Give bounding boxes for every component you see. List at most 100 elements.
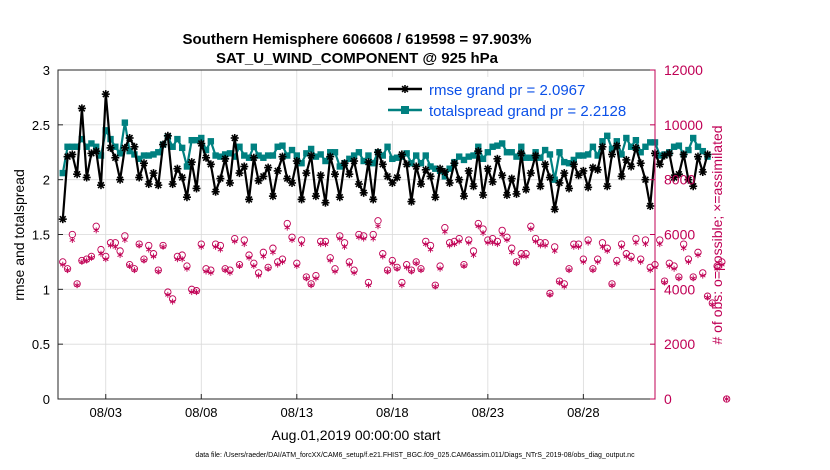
obs-assimilated-marker bbox=[150, 253, 157, 260]
chart-title-line1: Southern Hemisphere 606608 / 619598 = 97… bbox=[183, 31, 532, 48]
rmse-point bbox=[292, 157, 301, 166]
obs-assimilated-marker bbox=[661, 279, 668, 286]
obs-assimilated-stroke bbox=[88, 255, 95, 260]
rmse-point bbox=[58, 215, 67, 224]
totalspread-point bbox=[694, 143, 702, 150]
obs-assimilated-stroke bbox=[556, 280, 563, 285]
obs-assimilated-stroke bbox=[208, 270, 214, 275]
totalspread-point bbox=[475, 143, 482, 150]
totalspread-point bbox=[264, 152, 272, 159]
obs-assimilated-marker bbox=[456, 238, 463, 245]
rmse-point-stroke bbox=[250, 154, 258, 162]
rmse-point bbox=[569, 160, 578, 169]
rmse-point-stroke bbox=[259, 172, 267, 180]
totalspread-point bbox=[269, 152, 277, 159]
totalspread-point bbox=[484, 149, 492, 156]
obs-assimilated-stroke bbox=[150, 254, 157, 259]
rmse-point-stroke bbox=[274, 167, 282, 175]
totalspread-point bbox=[599, 138, 606, 145]
obs-assimilated-marker bbox=[676, 275, 682, 282]
totalspread-point bbox=[503, 149, 511, 156]
obs-assimilated-marker bbox=[432, 283, 439, 290]
obs-assimilated-stroke bbox=[609, 283, 615, 288]
rmse-point bbox=[440, 167, 449, 176]
obs-assimilated-stroke bbox=[336, 236, 343, 241]
obs-assimilated-marker bbox=[719, 261, 725, 268]
rmse-point-stroke bbox=[355, 180, 363, 188]
rmse-point-stroke bbox=[212, 188, 220, 196]
totalspread-point bbox=[236, 143, 243, 150]
obs-assimilated-stroke bbox=[69, 238, 76, 242]
obs-assimilated-stroke bbox=[513, 261, 520, 266]
totalspread-point bbox=[303, 150, 310, 157]
rmse-point bbox=[130, 142, 139, 151]
obs-assimilated-marker bbox=[332, 268, 338, 275]
totalspread-point bbox=[212, 152, 219, 159]
obs-assimilated-marker bbox=[604, 247, 611, 254]
obs-assimilated-stroke bbox=[74, 283, 80, 288]
rmse-point bbox=[593, 165, 602, 174]
obs-assimilated-stroke bbox=[676, 276, 682, 281]
totalspread-point bbox=[403, 150, 410, 157]
obs-assimilated-marker bbox=[69, 236, 76, 243]
rmse-point bbox=[498, 171, 507, 180]
totalspread-point bbox=[675, 142, 683, 149]
obs-assimilated-marker bbox=[580, 258, 587, 265]
obs-assimilated-marker bbox=[379, 253, 386, 260]
obs-assimilated-marker bbox=[83, 257, 90, 264]
legend-spread-label: totalspread grand pr = 2.2128 bbox=[429, 103, 626, 120]
obs-assimilated-marker bbox=[145, 246, 152, 253]
x-axis-ticks: 08/03 08/08 08/13 08/18 08/23 08/28 bbox=[89, 394, 600, 420]
obs-assimilated-marker bbox=[427, 246, 434, 253]
rmse-point bbox=[531, 151, 540, 160]
totalspread-point bbox=[589, 143, 597, 150]
obs-assimilated-stroke bbox=[723, 397, 730, 401]
rmse-point bbox=[631, 143, 640, 152]
rmse-point-stroke bbox=[641, 176, 649, 184]
obs-assimilated-marker bbox=[102, 256, 109, 263]
obs-assimilated-stroke bbox=[375, 224, 381, 229]
obs-assimilated-marker bbox=[690, 275, 697, 282]
obs-assimilated-marker bbox=[671, 265, 677, 272]
totalspread-point bbox=[231, 153, 238, 160]
obs-assimilated-stroke bbox=[594, 260, 601, 264]
obs-assimilated-marker bbox=[442, 228, 448, 235]
totalspread-point bbox=[584, 151, 592, 158]
obs-assimilated-stroke bbox=[628, 257, 634, 262]
rmse-point bbox=[507, 174, 516, 183]
obs-assimilated-marker bbox=[336, 235, 343, 242]
rmse-point bbox=[202, 153, 211, 162]
y-axis-right-label: # of obs: o=possible; ×=assimilated bbox=[709, 125, 725, 344]
obs-assimilated-stroke bbox=[384, 269, 391, 274]
obs-assimilated-stroke bbox=[719, 262, 725, 267]
obs-assimilated-marker bbox=[136, 242, 143, 249]
x-tick-label: 08/28 bbox=[567, 405, 600, 420]
obs-assimilated-marker bbox=[265, 265, 271, 272]
obs-assimilated-marker bbox=[494, 241, 501, 248]
obs-assimilated-stroke bbox=[136, 243, 143, 248]
rmse-point-stroke bbox=[202, 154, 210, 162]
totalspread-point bbox=[441, 173, 449, 180]
obs-assimilated-marker bbox=[131, 267, 138, 274]
rmse-point bbox=[206, 160, 215, 169]
rmse-point bbox=[359, 188, 368, 197]
obs-assimilated-marker bbox=[451, 241, 458, 248]
totalspread-point bbox=[131, 151, 138, 158]
obs-assimilated-marker bbox=[609, 282, 615, 289]
y-left-tick-label: 0.5 bbox=[32, 337, 50, 352]
rmse-point bbox=[684, 175, 693, 184]
totalspread-point bbox=[59, 169, 66, 177]
rmse-point-stroke bbox=[455, 176, 463, 184]
totalspread-point bbox=[604, 132, 611, 139]
obs-assimilated-marker bbox=[590, 267, 596, 274]
obs-assimilated-stroke bbox=[102, 257, 109, 262]
obs-assimilated-marker bbox=[246, 254, 252, 261]
rmse-point-stroke bbox=[618, 172, 626, 180]
obs-assimilated-stroke bbox=[255, 273, 262, 278]
totalspread-point bbox=[169, 143, 176, 150]
obs-assimilated-marker bbox=[508, 249, 515, 256]
rmse-point-stroke bbox=[364, 158, 372, 166]
rmse-point-stroke bbox=[517, 149, 525, 157]
rmse-point-stroke bbox=[403, 160, 411, 168]
